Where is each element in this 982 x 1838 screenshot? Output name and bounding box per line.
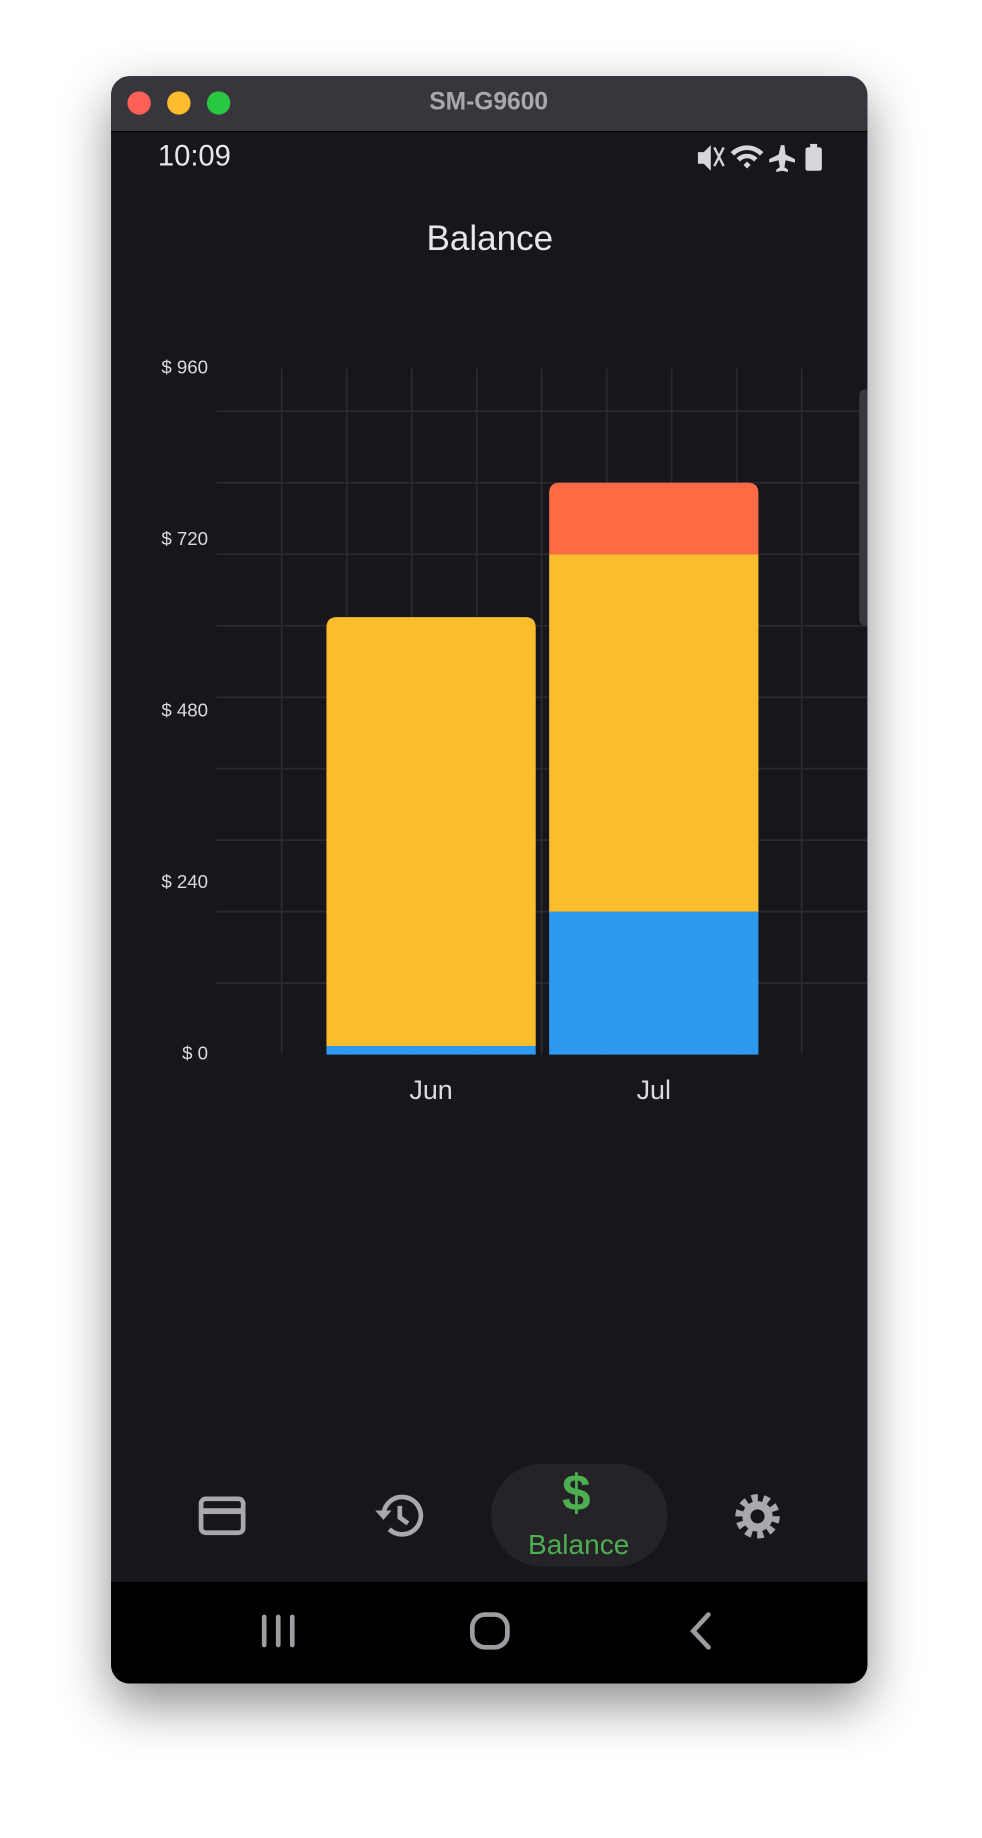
y-tick-label: $ 960 [161, 356, 208, 377]
y-tick-label: $ 480 [161, 699, 208, 720]
nav-history[interactable] [375, 1494, 424, 1537]
y-tick-label: $ 240 [161, 871, 208, 892]
home-button[interactable] [469, 1612, 510, 1650]
status-time: 10:09 [158, 141, 231, 173]
recent-apps-button[interactable] [261, 1614, 295, 1648]
x-tick-label: Jun [409, 1075, 452, 1105]
title-bar [111, 76, 868, 132]
minimize-button[interactable] [167, 91, 191, 115]
scrollbar [859, 389, 868, 626]
window-title: SM-G9600 [429, 88, 548, 115]
back-button[interactable] [690, 1612, 711, 1650]
status-icons [697, 143, 822, 172]
nav-card[interactable] [198, 1496, 246, 1536]
nav-active-pill[interactable] [491, 1463, 668, 1567]
nav-settings[interactable] [735, 1494, 780, 1539]
y-tick-label: $ 0 [182, 1043, 208, 1064]
bar-segment [326, 617, 536, 1047]
bar-segment [549, 482, 759, 555]
page-title: Balance [426, 219, 553, 258]
zoom-button[interactable] [206, 91, 231, 115]
nav-dollar-icon: $ [562, 1463, 591, 1521]
bar-segment [549, 911, 759, 1055]
chart: $ 0 $ 240 $ 480 $ 720 $ 960 Jun Jul [161, 356, 868, 1105]
bar-segment [326, 1046, 536, 1055]
nav-active-label: Balance [528, 1529, 629, 1560]
bar-segment [549, 554, 759, 912]
x-tick-label: Jul [637, 1075, 671, 1105]
close-button[interactable] [127, 91, 151, 115]
y-tick-label: $ 720 [161, 528, 208, 549]
system-nav-bar [111, 1581, 868, 1684]
